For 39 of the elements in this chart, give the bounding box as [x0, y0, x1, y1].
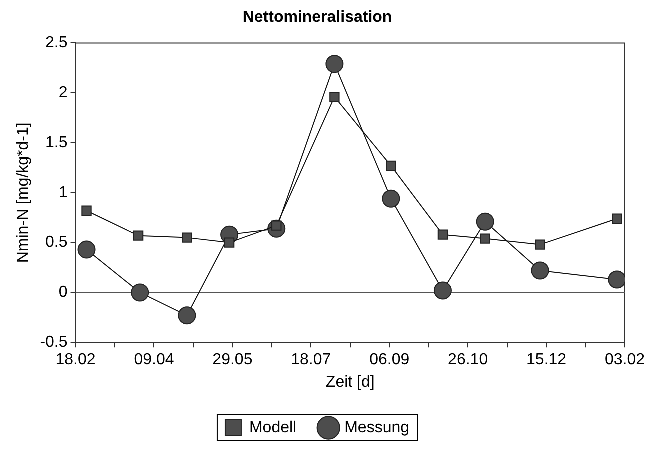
- point: [330, 92, 340, 102]
- y-tick-label: -0.5: [40, 334, 68, 352]
- point: [178, 306, 196, 325]
- x-tick-label: 18.02: [56, 352, 96, 369]
- legend-label: Modell: [249, 419, 297, 436]
- chart-title: Nettomineralisation: [242, 9, 392, 26]
- y-tick-label: 2.5: [46, 34, 68, 52]
- x-tick-label: 18.07: [291, 352, 332, 369]
- x-tick-label: 03.02: [604, 352, 646, 369]
- point: [535, 240, 546, 250]
- y-tick-label: 0.5: [46, 234, 68, 252]
- point: [476, 212, 494, 231]
- point: [78, 240, 96, 259]
- y-tick-label: 1: [58, 184, 68, 202]
- point: [480, 234, 490, 244]
- point: [224, 238, 235, 248]
- legend-label: Messung: [344, 419, 410, 436]
- x-tick-label: 29.05: [212, 352, 253, 369]
- point: [531, 262, 550, 280]
- point: [386, 160, 396, 172]
- x-tick-label: 06.09: [370, 352, 410, 369]
- point: [382, 190, 400, 208]
- point: [82, 206, 92, 216]
- x-axis-title: Zeit [d]: [326, 374, 375, 391]
- x-tick-label: 15.12: [526, 352, 567, 369]
- point: [131, 284, 150, 302]
- point: [434, 282, 452, 300]
- point: [438, 230, 448, 240]
- point: [133, 230, 144, 241]
- point: [182, 232, 192, 243]
- point: [612, 214, 622, 224]
- x-tick-label: 26.10: [448, 352, 488, 369]
- y-tick-label: 2: [58, 84, 68, 102]
- y-axis-title: Nmin-N [mg/kg*d-1]: [15, 122, 32, 264]
- point: [326, 55, 344, 74]
- point: [608, 270, 625, 289]
- x-tick-label: 09.04: [134, 352, 174, 369]
- y-tick-label: 0: [58, 284, 68, 302]
- y-tick-label: 1.5: [46, 134, 68, 152]
